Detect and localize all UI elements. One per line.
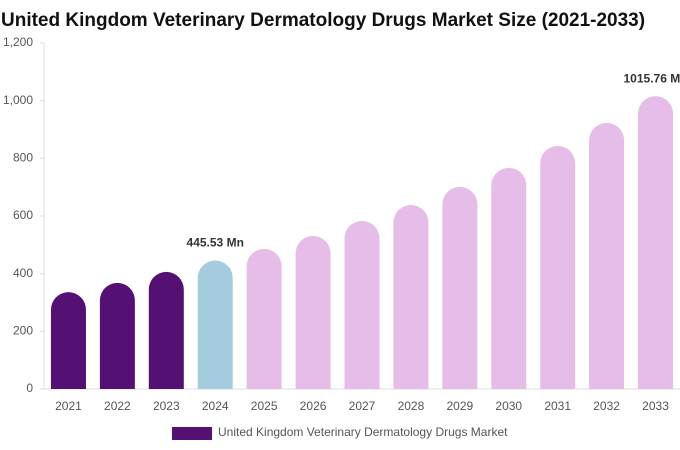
value-label: 1015.76 Mn bbox=[624, 71, 680, 85]
y-tick-label: 600 bbox=[13, 208, 33, 222]
x-tick-label: 2027 bbox=[349, 399, 376, 413]
bar bbox=[589, 122, 625, 389]
bar bbox=[148, 271, 184, 389]
bar bbox=[540, 145, 576, 389]
bar bbox=[99, 282, 135, 389]
x-tick-label: 2024 bbox=[202, 399, 229, 413]
x-tick-label: 2033 bbox=[642, 399, 669, 413]
y-tick-label: 0 bbox=[26, 381, 33, 395]
bar bbox=[442, 186, 478, 389]
bar bbox=[197, 260, 233, 389]
x-tick-label: 2029 bbox=[446, 399, 473, 413]
bar bbox=[50, 292, 86, 389]
bar bbox=[491, 167, 527, 389]
bar bbox=[246, 248, 282, 389]
y-tick-label: 1,200 bbox=[3, 35, 33, 49]
x-tick-label: 2028 bbox=[398, 399, 425, 413]
bar bbox=[344, 220, 380, 389]
chart-title: United Kingdom Veterinary Dermatology Dr… bbox=[1, 10, 645, 31]
bar bbox=[393, 205, 429, 389]
x-tick-label: 2022 bbox=[104, 399, 131, 413]
x-tick-label: 2031 bbox=[544, 399, 571, 413]
x-tick-label: 2032 bbox=[593, 399, 620, 413]
y-tick-label: 200 bbox=[13, 324, 33, 338]
x-tick-label: 2021 bbox=[55, 399, 82, 413]
x-tick-label: 2025 bbox=[251, 399, 278, 413]
y-tick-label: 400 bbox=[13, 266, 33, 280]
legend-swatch bbox=[172, 427, 212, 440]
value-label: 445.53 Mn bbox=[187, 236, 244, 250]
y-tick-label: 800 bbox=[13, 151, 33, 165]
legend-label: United Kingdom Veterinary Dermatology Dr… bbox=[218, 425, 508, 439]
x-tick-label: 2030 bbox=[495, 399, 522, 413]
x-tick-label: 2023 bbox=[153, 399, 180, 413]
y-tick-label: 1,000 bbox=[3, 93, 33, 107]
bar bbox=[295, 235, 331, 389]
bar bbox=[638, 96, 674, 390]
x-tick-label: 2026 bbox=[300, 399, 327, 413]
